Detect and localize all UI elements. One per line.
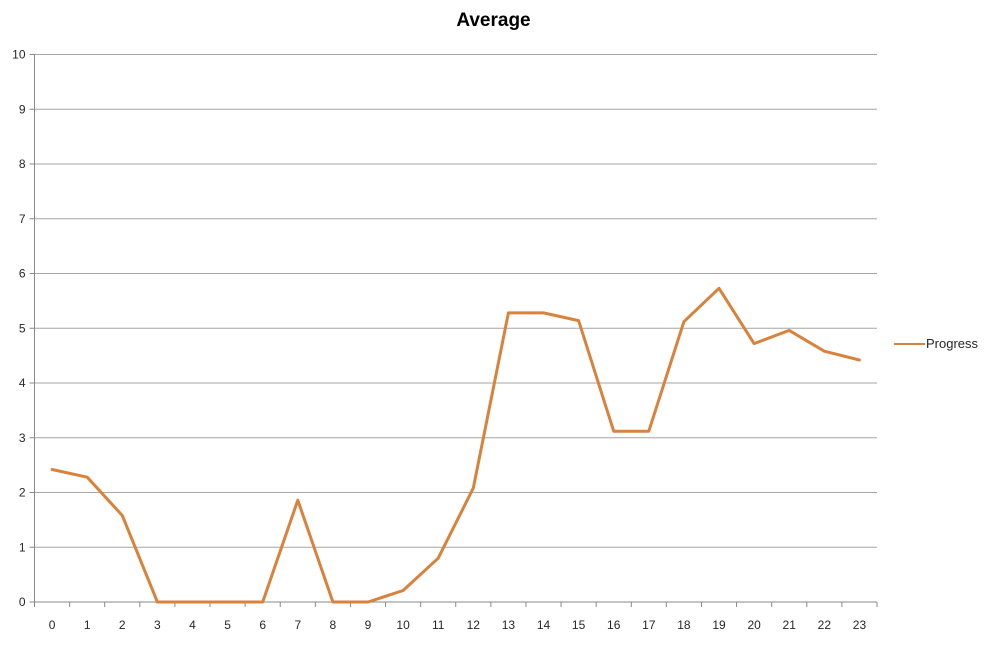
x-axis-label: 6 <box>259 618 266 632</box>
y-axis-label: 4 <box>19 376 26 390</box>
x-axis-label: 3 <box>154 618 161 632</box>
x-axis-label: 18 <box>677 618 691 632</box>
x-axis-label: 17 <box>642 618 656 632</box>
y-axis-label: 0 <box>19 595 26 609</box>
x-axis-label: 16 <box>607 618 621 632</box>
y-axis-label: 9 <box>19 102 26 116</box>
legend[interactable]: Progress <box>894 336 978 351</box>
legend-series-label: Progress <box>926 336 979 351</box>
x-axis-label: 20 <box>747 618 761 632</box>
y-axis-label: 2 <box>19 486 26 500</box>
x-axis-label: 5 <box>224 618 231 632</box>
y-axis-label: 8 <box>19 157 26 171</box>
y-axis-label: 10 <box>12 48 26 62</box>
x-axis-label: 21 <box>783 618 797 632</box>
x-axis-label: 23 <box>853 618 867 632</box>
x-axis-label: 15 <box>572 618 586 632</box>
x-axis-label: 14 <box>537 618 551 632</box>
x-axis-label: 0 <box>49 618 56 632</box>
x-axis-label: 1 <box>84 618 91 632</box>
x-axis-label: 4 <box>189 618 196 632</box>
y-axis-label: 5 <box>19 321 26 335</box>
series-line-progress <box>50 286 861 604</box>
y-axis-label: 7 <box>19 212 26 226</box>
y-axis-label: 6 <box>19 267 26 281</box>
x-axis-label: 10 <box>396 618 410 632</box>
chart-title: Average <box>456 10 531 31</box>
x-axis-label: 19 <box>712 618 726 632</box>
x-axis-label: 22 <box>818 618 832 632</box>
y-axis-label: 1 <box>19 540 26 554</box>
x-axis-label: 7 <box>294 618 301 632</box>
x-axis-label: 12 <box>467 618 481 632</box>
x-axis-label: 11 <box>432 618 445 632</box>
x-axis-label: 9 <box>365 618 372 632</box>
legend-line-swatch <box>894 342 925 345</box>
y-axis-label: 3 <box>19 431 26 445</box>
x-axis-label: 2 <box>119 618 126 632</box>
x-axis-label: 13 <box>502 618 516 632</box>
x-axis-label: 8 <box>330 618 337 632</box>
